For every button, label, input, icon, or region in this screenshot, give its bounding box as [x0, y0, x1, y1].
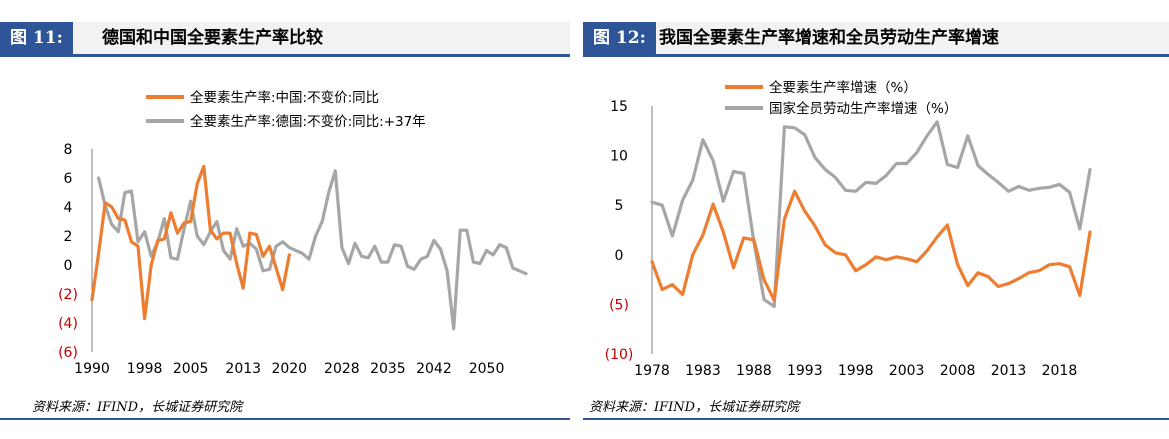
left-x-tick-label: 2013: [225, 361, 261, 377]
left-y-tick-label: (6): [58, 345, 78, 361]
right-bottom-rule: [583, 418, 1169, 420]
right-x-tick-label: 2008: [940, 363, 976, 379]
left-x-tick-label: 2035: [370, 361, 406, 377]
left-x-tick-label: 2005: [173, 361, 209, 377]
right-y-tick-label: (10): [605, 347, 634, 363]
right-legend-label-0: 全要素生产率增速（%）: [769, 79, 917, 96]
right-source-note: 资料来源：IFIND，长城证券研究院: [589, 400, 800, 415]
right-x-tick-label: 1983: [685, 363, 721, 379]
right-x-tick-label: 2003: [889, 363, 925, 379]
left-y-tick-label: (4): [58, 316, 78, 332]
left-series-line-1: [96, 169, 528, 331]
left-series-line-0: [90, 164, 291, 321]
right-series-line-1: [650, 120, 1092, 308]
left-x-tick-label: 2020: [271, 361, 307, 377]
left-x-tick-label: 2050: [469, 361, 505, 377]
right-y-tick-label: (5): [609, 297, 629, 313]
left-figure-label: 图 11:: [0, 22, 73, 54]
right-x-tick-label: 1988: [736, 363, 772, 379]
left-x-tick-label: 2028: [324, 361, 360, 377]
right-y-tick-label: 10: [610, 149, 628, 165]
right-panel: 图 12: 我国全要素生产率增速和全员劳动生产率增速 全要素生产率增速（%） 国家…: [583, 0, 1169, 439]
left-y-tick-label: 0: [64, 258, 73, 274]
right-line-chart: 全要素生产率增速（%）国家全员劳动生产率增速（%）151050(5)(10)19…: [605, 79, 1092, 379]
left-bottom-rule: [0, 418, 570, 420]
right-x-tick-label: 2013: [991, 363, 1027, 379]
right-legend-label-1: 国家全员劳动生产率增速（%）: [769, 100, 957, 117]
left-y-tick-label: 4: [64, 200, 73, 216]
left-panel: 图 11: 德国和中国全要素生产率比较 全要素生产率:中国:不变价:同比 全要素生…: [0, 0, 570, 439]
right-figure-label: 图 12:: [583, 22, 656, 54]
right-x-tick-label: 1998: [838, 363, 874, 379]
right-y-tick-label: 5: [615, 198, 624, 214]
right-y-tick-label: 15: [610, 99, 628, 115]
right-figure-title: 我国全要素生产率增速和全员劳动生产率增速: [659, 28, 999, 48]
left-y-tick-label: 2: [64, 229, 73, 245]
left-legend-label-0: 全要素生产率:中国:不变价:同比: [190, 89, 379, 106]
left-y-tick-label: (2): [58, 287, 78, 303]
right-y-tick-label: 0: [615, 248, 624, 264]
right-x-tick-label: 1978: [634, 363, 670, 379]
right-series-line-0: [650, 189, 1092, 302]
left-figure-header: 图 11: 德国和中国全要素生产率比较: [0, 22, 570, 57]
left-x-tick-label: 2042: [416, 361, 452, 377]
left-x-tick-label: 1990: [74, 361, 110, 377]
right-x-tick-label: 1993: [787, 363, 823, 379]
left-y-tick-label: 8: [64, 142, 73, 158]
left-source-note: 资料来源：IFIND，长城证券研究院: [32, 400, 243, 415]
right-x-tick-label: 2018: [1042, 363, 1078, 379]
right-figure-header: 图 12: 我国全要素生产率增速和全员劳动生产率增速: [583, 22, 1169, 57]
left-figure-title: 德国和中国全要素生产率比较: [102, 28, 323, 48]
left-legend-label-1: 全要素生产率:德国:不变价:同比:+37年: [190, 113, 426, 130]
left-y-tick-label: 6: [64, 171, 73, 187]
left-x-tick-label: 1998: [127, 361, 163, 377]
